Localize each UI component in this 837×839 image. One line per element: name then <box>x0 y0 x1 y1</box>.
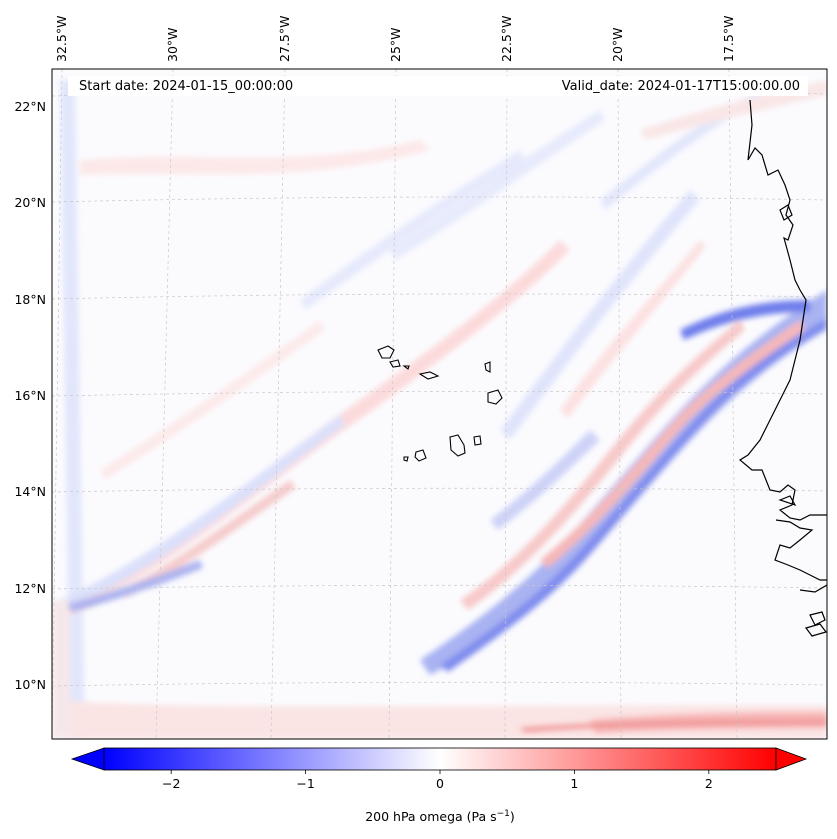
lat-label: 10°N <box>14 677 46 692</box>
colorbar-tick-label: −1 <box>296 776 314 791</box>
islands <box>377 345 503 462</box>
longitude-labels: 32.5°W 30°W 27.5°W 25°W 22.5°W 20°W 17.5… <box>54 16 736 62</box>
lon-label: 30°W <box>165 27 180 62</box>
lat-label: 16°N <box>14 388 46 403</box>
colorbar: −2 −1 0 1 2 200 hPa omega (Pa s−1) <box>70 747 808 824</box>
lat-label: 22°N <box>14 99 46 114</box>
lon-label: 22.5°W <box>499 16 514 62</box>
colorbar-tick-label: −2 <box>162 776 180 791</box>
map-panel: Start date: 2024-01-15_00:00:00 Valid_da… <box>51 68 828 740</box>
lat-label: 18°N <box>14 292 46 307</box>
valid-date-label: Valid_date: 2024-01-17T15:00:00.00 <box>562 79 800 94</box>
colorbar-ticks: −2 −1 0 1 2 <box>162 770 713 791</box>
coastline <box>738 99 827 637</box>
colorbar-tick-label: 1 <box>570 776 578 791</box>
colorbar-extend-max <box>775 747 808 771</box>
colorbar-tick-label: 2 <box>705 776 713 791</box>
lon-label: 27.5°W <box>277 16 292 62</box>
map-frame <box>51 68 828 740</box>
lon-label: 32.5°W <box>54 16 69 62</box>
colorbar-label: 200 hPa omega (Pa s−1) <box>365 809 515 824</box>
lat-label: 14°N <box>14 484 46 499</box>
lon-label: 20°W <box>610 27 625 62</box>
lat-label: 12°N <box>14 581 46 596</box>
colorbar-bar <box>103 747 777 771</box>
lon-label: 17.5°W <box>721 16 736 62</box>
lat-label: 20°N <box>14 195 46 210</box>
omega-field <box>52 80 827 739</box>
info-strip <box>68 76 808 96</box>
latitude-labels: 22°N 20°N 18°N 16°N 14°N 12°N 10°N <box>14 99 46 692</box>
colorbar-tick-label: 0 <box>436 776 444 791</box>
lon-label: 25°W <box>388 27 403 62</box>
start-date-label: Start date: 2024-01-15_00:00:00 <box>79 79 293 94</box>
colorbar-extend-min <box>70 747 105 771</box>
